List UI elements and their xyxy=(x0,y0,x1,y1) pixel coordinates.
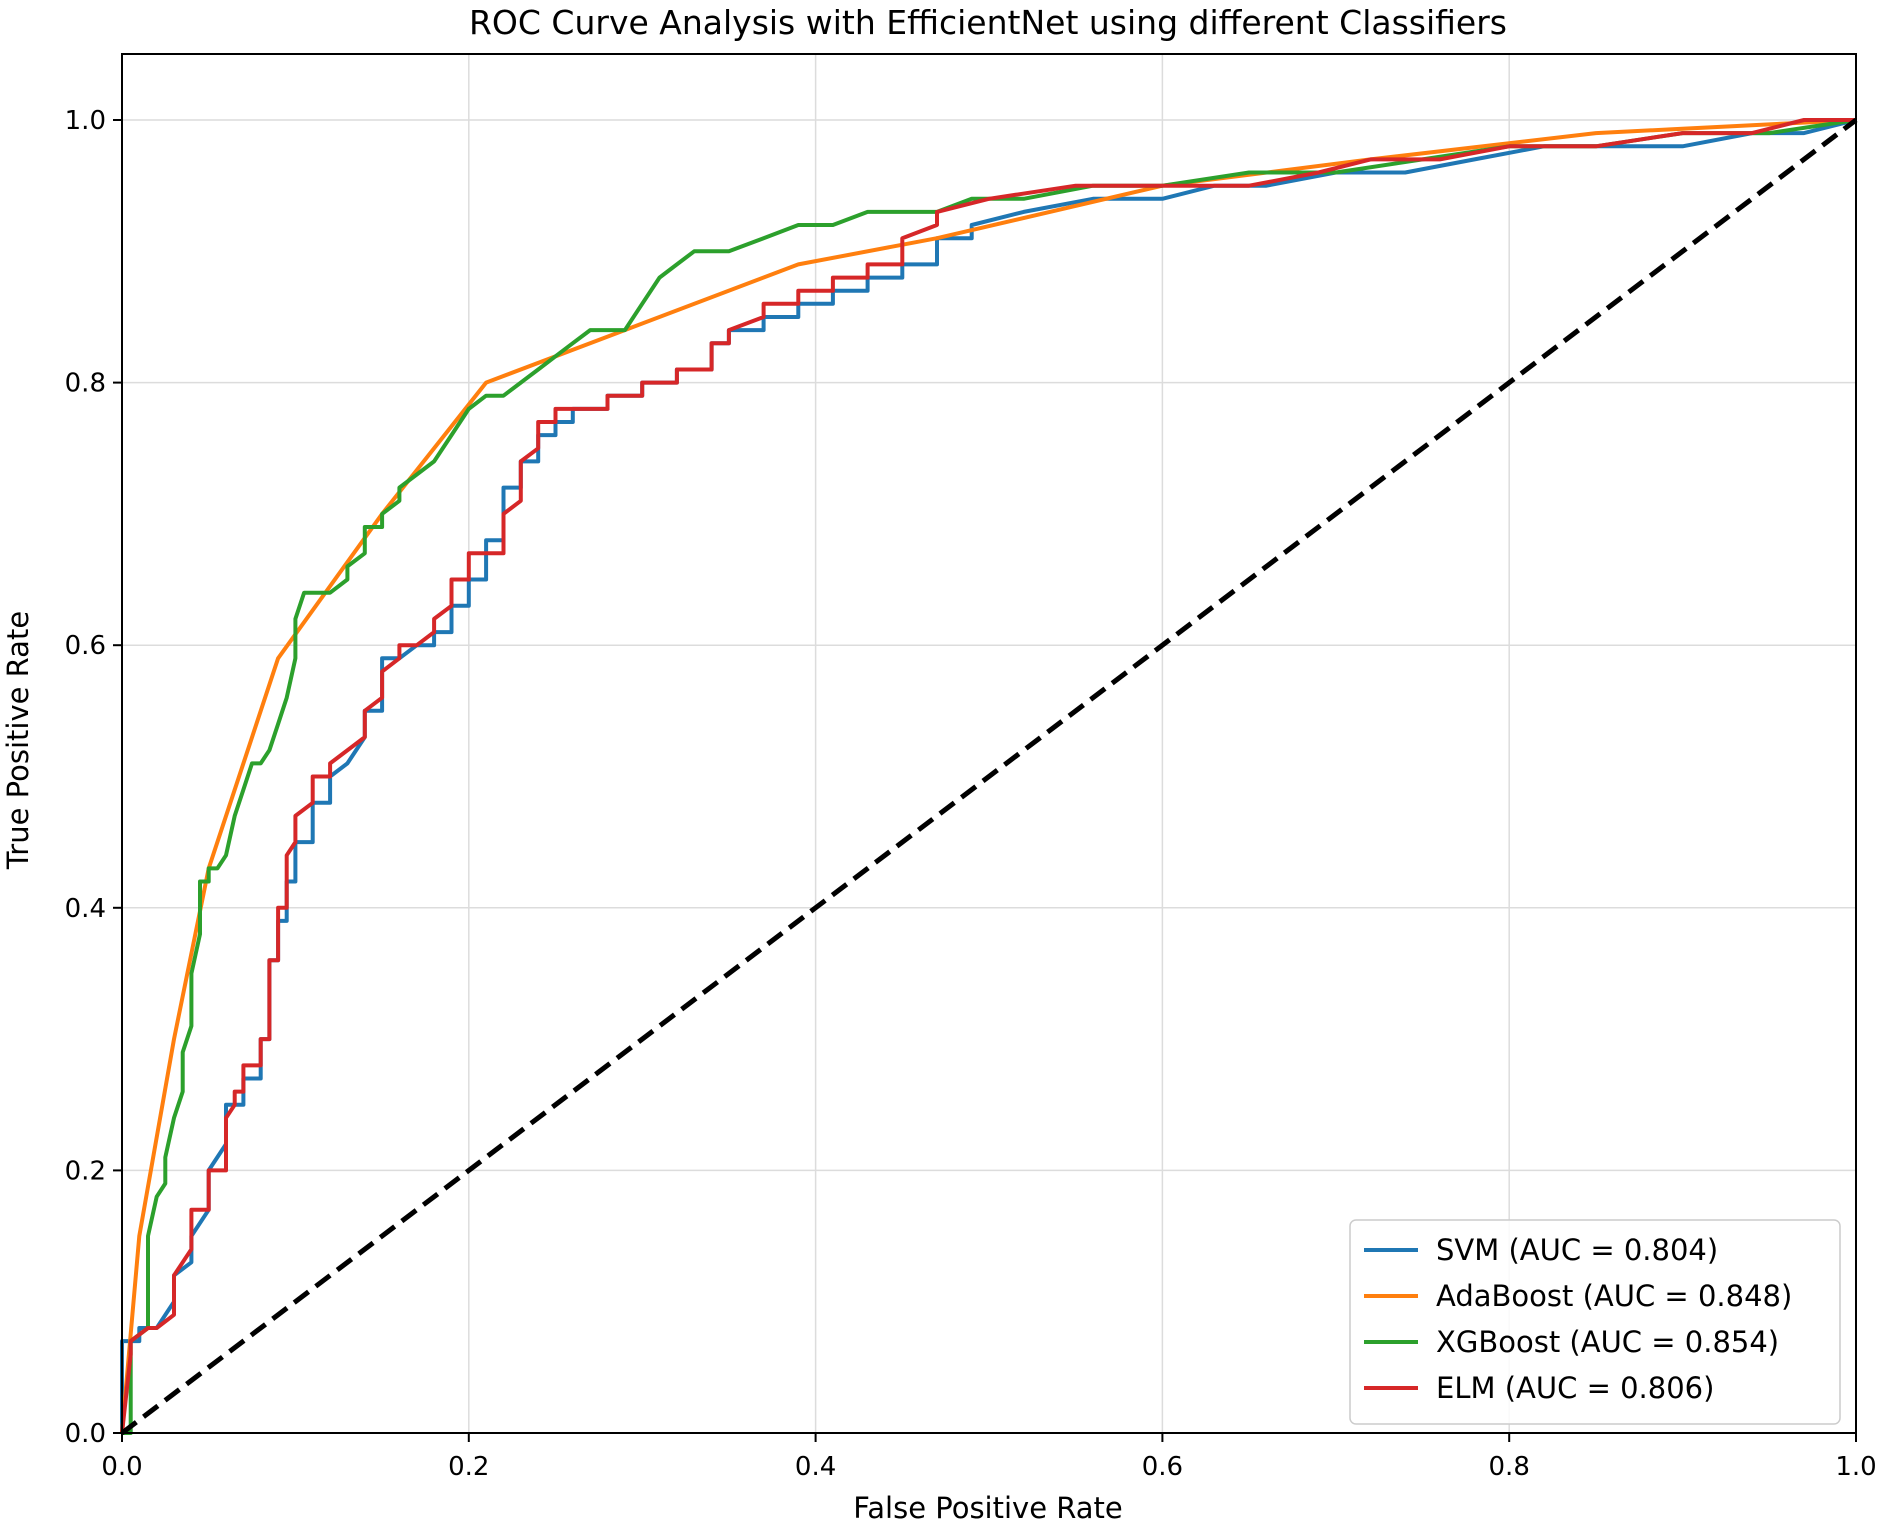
y-tick-label: 0.0 xyxy=(65,1419,106,1449)
y-tick-label: 0.2 xyxy=(65,1156,106,1186)
series-line-chance xyxy=(120,118,1858,1435)
x-tick-label: 1.0 xyxy=(1835,1452,1876,1482)
x-tick-label: 0.2 xyxy=(448,1452,489,1482)
legend-box xyxy=(1349,1219,1841,1425)
legend-label-elm: ELM (AUC = 0.806) xyxy=(1436,1371,1714,1405)
y-tick-label: 1.0 xyxy=(65,106,106,136)
x-tick-label: 0.8 xyxy=(1489,1452,1530,1482)
legend-label-adaboost: AdaBoost (AUC = 0.848) xyxy=(1436,1279,1792,1313)
legend-label-svm: SVM (AUC = 0.804) xyxy=(1436,1233,1718,1267)
x-tick-label: 0.4 xyxy=(795,1452,836,1482)
chart-title: ROC Curve Analysis with EfficientNet usi… xyxy=(469,3,1507,42)
series-line-adaboost xyxy=(120,118,1857,1434)
x-tick-label: 0.6 xyxy=(1142,1452,1183,1482)
x-axis-label: False Positive Rate xyxy=(853,1491,1123,1525)
series-line-svm xyxy=(120,118,1857,1433)
y-tick-label: 0.8 xyxy=(65,369,106,399)
tick-layer: 0.0 0.2 0.4 0.6 0.8 1.0 0.0 0.2 0.4 0.6 0.8 1.0 xyxy=(65,106,1877,1482)
y-axis-label: True Positive Rate xyxy=(1,611,35,870)
series-line-xgboost xyxy=(122,118,1857,1435)
series-layer xyxy=(120,118,1858,1435)
series-line-elm xyxy=(120,118,1856,1434)
grid-layer xyxy=(121,54,1857,1434)
plot-frame xyxy=(121,53,1857,1434)
y-tick-label: 0.4 xyxy=(65,894,106,924)
y-tick-label: 0.6 xyxy=(65,631,106,661)
legend-label-xgboost: XGBoost (AUC = 0.854) xyxy=(1436,1325,1779,1359)
x-tick-label: 0.0 xyxy=(101,1452,142,1482)
legend: SVM (AUC = 0.804) AdaBoost (AUC = 0.848) X… xyxy=(1349,1219,1841,1425)
